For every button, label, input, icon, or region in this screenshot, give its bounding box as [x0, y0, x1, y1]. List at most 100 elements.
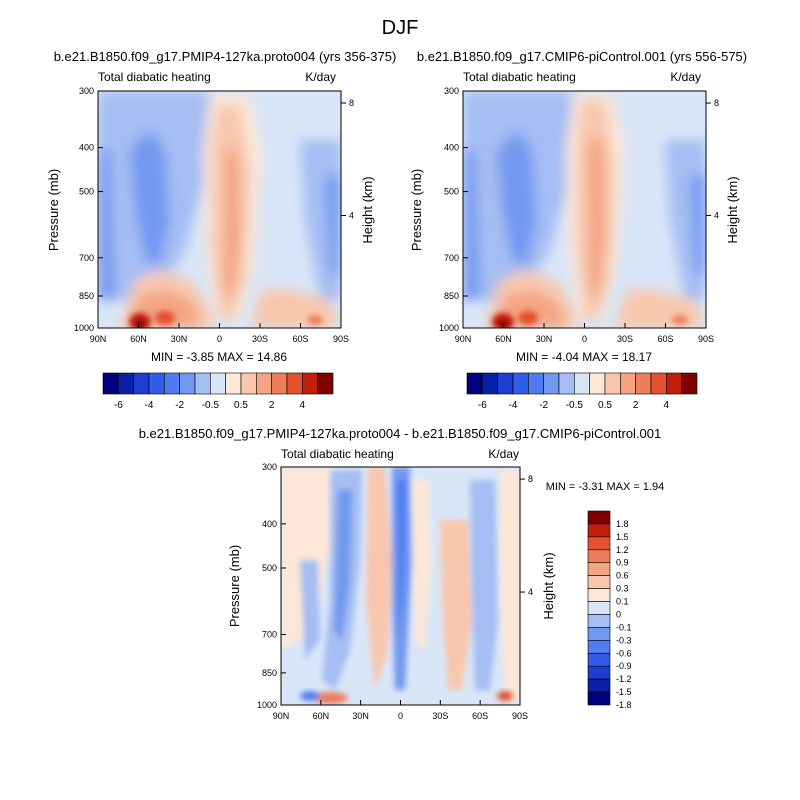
panel-3-right-subtitle: K/day [488, 447, 519, 461]
panel-3-colorbar-swatch [587, 523, 611, 538]
panel-3-colorbar-label: -0.3 [616, 635, 632, 645]
panel-3-colorbar-label: 0 [616, 609, 621, 619]
panel-3-colorbar-swatch [587, 601, 611, 615]
panel-3-equatorial-cool-core [397, 480, 406, 640]
panel-1-surface-max-c [135, 320, 145, 328]
panel-2-colorbar-swatch [589, 372, 606, 395]
panel-2-colorbar-swatch [681, 372, 698, 395]
panel-3-colorbar-swatch [587, 665, 611, 680]
panel-3-x-tick-label: 90S [512, 711, 528, 721]
panel-2-y-axis-label: Pressure (mb) [409, 169, 424, 251]
panel-3-colorbar-swatch [587, 652, 611, 667]
panel-2-colorbar-swatch [604, 372, 621, 395]
panel-2-colorbar-swatch [620, 372, 636, 395]
panel-1-colorbar-swatch [133, 372, 150, 395]
panel-1-colorbar-swatch [102, 372, 119, 395]
panel-3-colorbar-swatch [587, 510, 611, 525]
panel-3-colorbar-swatch [587, 640, 611, 654]
panel-2-x-tick-label: 90S [698, 334, 714, 344]
panel-1-y2-axis-label: Height (km) [360, 176, 375, 243]
panel-3-colorbar-swatch [587, 575, 611, 589]
panel-3-colorbar-swatch [587, 588, 611, 602]
panel-1-y-tick-label: 1000 [74, 323, 94, 333]
panel-1-colorbar-label: 2 [269, 400, 275, 411]
panel-3-sh-warm-band [440, 520, 472, 690]
panel-2-colorbar-label: -6 [478, 400, 487, 411]
panel-3-colorbar-swatch [587, 549, 611, 564]
panel-1-field [98, 91, 341, 328]
panel-2-colorbar-swatch [512, 372, 529, 395]
panel-2-surface-max-b [518, 311, 538, 325]
panel-2-y-tick-label: 400 [444, 143, 459, 153]
panel-3-y2-tick-label: 4 [528, 587, 533, 597]
panel-2-y-tick-label: 700 [444, 253, 459, 263]
panel-2-y-tick-label: 300 [444, 86, 459, 96]
panel-1-surface-max-b [155, 311, 175, 325]
panel-2-stats: MIN = -4.04 MAX = 18.17 [516, 350, 652, 364]
panel-3-colorbar-label: -1.8 [616, 700, 632, 710]
panel-1-colorbar: -6 -4 -2 -0.5 0.5 2 4 [102, 372, 334, 411]
panel-1-x-tick-label: 30S [252, 334, 268, 344]
panel-1-right-subtitle: K/day [305, 70, 336, 84]
panel-1-colorbar-label: -0.5 [202, 400, 220, 411]
panel-1-nh-cooling-core [130, 130, 170, 265]
panel-2-colorbar-label: -0.5 [566, 400, 584, 411]
panel-1-colorbar-swatch [164, 372, 180, 395]
panel-2-x-tick-label: 0 [582, 334, 587, 344]
panel-1-colorbar-label: 0.5 [234, 400, 248, 411]
panel-1-x-tick-label: 90S [333, 334, 349, 344]
panel-3-x-tick-label: 60S [472, 711, 488, 721]
panel-2-left-subtitle: Total diabatic heating [463, 70, 576, 84]
panel-3-x-tick-label: 60N [313, 711, 330, 721]
panel-3-colorbar-label: 0.3 [616, 584, 629, 594]
panel-3-x-tick-label: 30S [432, 711, 448, 721]
panel-3-colorbar-swatch [587, 614, 611, 628]
panel-2-colorbar-label: -2 [539, 400, 548, 411]
panel-2-colorbar-swatch [528, 372, 544, 395]
panel-3-colorbar: 1.8 1.5 1.2 0.9 0.6 0.3 0.1 0 -0.1 -0.3 -0.6 -0.9 -1… [587, 510, 632, 710]
panel-1-y-axis-label: Pressure (mb) [46, 169, 61, 251]
panel-3-colorbar-label: 1.2 [616, 545, 629, 555]
panel-2-colorbar-swatch [558, 372, 575, 395]
panel-1-colorbar-label: -6 [114, 400, 123, 411]
panel-3-tropical-warm-a [366, 467, 392, 690]
panel-3-colorbar-label: -0.6 [616, 648, 632, 658]
panel-3-left-subtitle: Total diabatic heating [281, 447, 394, 461]
panel-3-colorbar-label: -0.1 [616, 622, 632, 632]
panel-3-colorbar-label: -0.9 [616, 661, 632, 671]
panel-1-colorbar-swatch [194, 372, 211, 395]
panel-3-colorbar-swatch [587, 536, 611, 551]
panel-1-nh-cooling-strip [98, 150, 115, 300]
panel-1-x-tick-label: 60N [130, 334, 147, 344]
panel-3-y-tick-label: 1000 [257, 700, 277, 710]
panel-2-colorbar-swatch [543, 372, 560, 395]
panel-2: b.e21.B1850.f09_g17.CMIP6-piControl.001 … [409, 49, 747, 411]
panel-3-nh-warm-sheet [281, 467, 340, 650]
panel-3-y2-tick-label: 8 [528, 474, 533, 484]
panel-3-colorbar-label: 1.5 [616, 532, 629, 542]
panel-3-field [281, 467, 520, 705]
panel-1-y-tick-label: 300 [79, 86, 94, 96]
panel-2-x-tick-label: 60N [495, 334, 512, 344]
panel-1-surface-max-d [307, 315, 323, 325]
panel-2-colorbar-swatch [574, 372, 590, 395]
panel-3-y2-axis-label: Height (km) [541, 552, 556, 619]
panel-2-y2-tick-label: 4 [714, 211, 719, 221]
panel-3-x-tick-label: 30N [352, 711, 369, 721]
panel-1-y-tick-label: 500 [79, 187, 94, 197]
panel-3-sh-warm-edge [500, 470, 520, 700]
panel-1-x-tick-label: 30N [171, 334, 188, 344]
panel-1-colorbar-swatch [286, 372, 303, 395]
panel-2-colorbar-label: 4 [664, 400, 670, 411]
panel-2-y-tick-label: 850 [444, 291, 459, 301]
panel-3-colorbar-swatch [587, 691, 611, 706]
panel-1-colorbar-swatch [179, 372, 196, 395]
panel-1-y-tick-label: 700 [79, 253, 94, 263]
panel-3-colorbar-label: 1.8 [616, 519, 629, 529]
panel-3-surface-cool-a [300, 691, 320, 701]
panel-2-colorbar-label: -4 [509, 400, 518, 411]
panel-1-title: b.e21.B1850.f09_g17.PMIP4-127ka.proto004… [54, 49, 397, 64]
figure-title: DJF [382, 17, 419, 39]
panel-1-x-tick-label: 90N [90, 334, 107, 344]
panel-1-colorbar-swatch [210, 372, 226, 395]
